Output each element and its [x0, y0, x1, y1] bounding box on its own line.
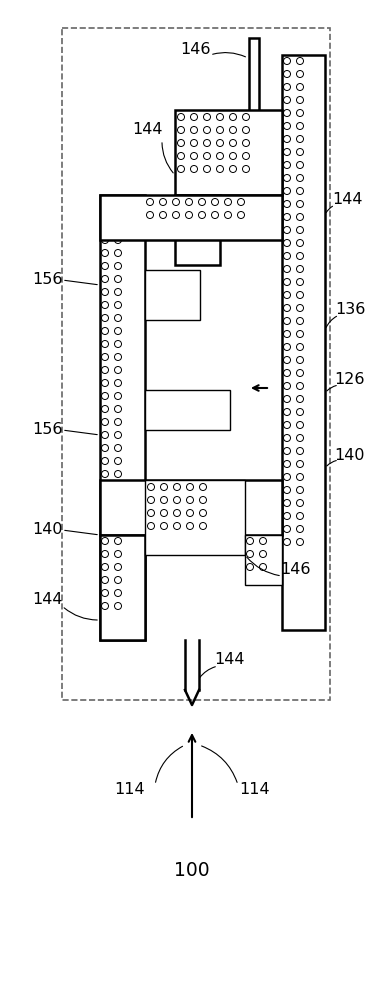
Text: 144: 144	[32, 592, 62, 607]
Bar	[62, 28, 330, 700]
Bar	[145, 270, 200, 320]
Bar	[175, 195, 220, 265]
Bar	[145, 480, 245, 555]
Text: 126: 126	[335, 372, 365, 387]
Bar	[245, 535, 282, 585]
Text: 146: 146	[181, 42, 211, 57]
Text: 156: 156	[32, 272, 62, 288]
Text: 144: 144	[215, 652, 245, 668]
Text: 100: 100	[174, 860, 210, 880]
Bar	[249, 38, 259, 113]
Bar	[145, 390, 230, 430]
Text: 144: 144	[133, 122, 163, 137]
Bar	[100, 535, 145, 640]
Text: 136: 136	[335, 302, 365, 318]
Bar	[100, 195, 282, 240]
Text: 146: 146	[280, 562, 310, 578]
Bar	[282, 55, 325, 630]
Text: 156: 156	[32, 422, 62, 438]
Bar	[100, 195, 145, 640]
Bar	[100, 480, 282, 535]
Text: 140: 140	[32, 522, 62, 538]
Bar	[175, 110, 282, 195]
Text: 114: 114	[240, 782, 270, 798]
Text: 114: 114	[115, 782, 145, 798]
Text: 144: 144	[333, 192, 363, 208]
Text: 140: 140	[335, 448, 365, 462]
